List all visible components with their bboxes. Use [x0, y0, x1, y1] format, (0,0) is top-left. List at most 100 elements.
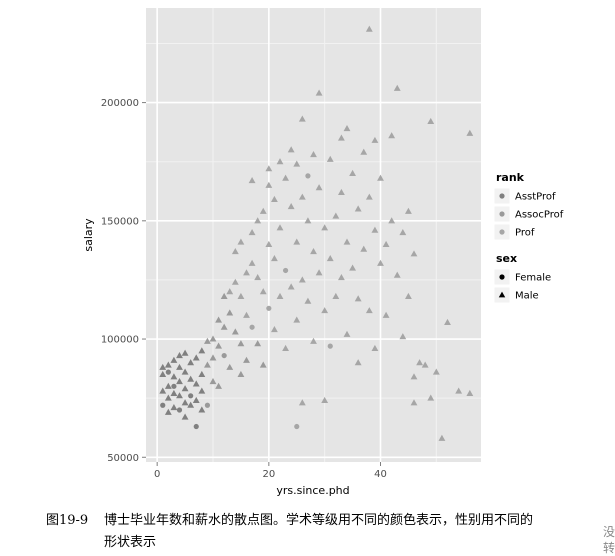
data-point — [293, 316, 301, 323]
data-point — [270, 255, 278, 262]
data-point — [287, 203, 295, 210]
caption-line-2: 形状表示 — [104, 535, 157, 550]
data-point — [237, 370, 245, 378]
data-point — [226, 363, 234, 370]
data-point — [371, 226, 379, 233]
data-point — [282, 344, 290, 352]
grid-minor — [146, 8, 481, 462]
data-point — [427, 117, 435, 125]
data-point — [193, 423, 199, 430]
data-point — [237, 340, 245, 347]
y-tick-label: 100000 — [101, 335, 139, 346]
data-point — [332, 212, 340, 219]
data-point — [215, 342, 223, 349]
data-point — [220, 292, 228, 299]
data-point — [365, 193, 373, 200]
data-point — [226, 309, 234, 316]
legend-symbol — [499, 274, 505, 280]
data-point — [315, 184, 323, 191]
x-axis-title: yrs.since.phd — [276, 484, 349, 497]
data-point — [254, 273, 262, 281]
data-point — [176, 407, 183, 413]
data-point — [270, 325, 278, 333]
data-point — [265, 181, 273, 188]
data-point — [181, 399, 189, 406]
data-point — [248, 229, 256, 236]
data-point — [160, 402, 166, 408]
data-point — [360, 245, 368, 252]
data-point — [337, 273, 345, 281]
data-point — [203, 361, 211, 368]
data-point — [354, 295, 362, 302]
data-point — [187, 375, 195, 382]
caption-line-1: 博士毕业年数和薪水的散点图。学术等级用不同的颜色表示，性别用不同的 — [104, 513, 534, 528]
data-point — [259, 361, 267, 368]
data-point — [466, 389, 474, 396]
data-point — [371, 136, 379, 143]
data-point — [204, 402, 211, 408]
legend-symbol — [499, 211, 505, 217]
data-point — [259, 207, 267, 214]
data-point — [276, 158, 284, 165]
data-point — [393, 84, 401, 91]
data-point — [293, 160, 301, 167]
data-point — [349, 264, 357, 271]
data-point — [399, 333, 407, 340]
data-point — [209, 335, 217, 342]
data-point — [159, 363, 167, 370]
data-point — [276, 224, 284, 231]
data-point — [170, 404, 178, 411]
data-point — [332, 292, 340, 299]
figure-caption: 图19-9 博士毕业年数和薪水的散点图。学术等级用不同的颜色表示，性别用不同的 形… — [46, 510, 611, 554]
data-point — [249, 324, 255, 330]
data-point — [254, 217, 262, 224]
data-point — [198, 406, 206, 413]
data-point — [287, 283, 295, 290]
data-point — [293, 238, 301, 245]
data-point — [187, 359, 195, 366]
data-point — [282, 267, 289, 274]
data-point — [466, 129, 474, 136]
data-point — [421, 361, 429, 368]
data-point — [192, 354, 200, 361]
data-point — [176, 378, 183, 385]
y-tick-label: 200000 — [101, 98, 139, 109]
data-point — [181, 349, 189, 356]
data-point — [266, 305, 272, 311]
data-point — [343, 330, 351, 337]
data-point — [294, 423, 300, 430]
data-point — [237, 238, 245, 245]
data-point — [176, 351, 183, 359]
data-point — [254, 340, 262, 347]
legend-symbol — [499, 193, 505, 199]
data-point — [298, 276, 306, 283]
data-point — [215, 316, 223, 323]
legend-title: rank — [496, 171, 525, 184]
data-point — [192, 380, 200, 387]
data-point — [393, 271, 401, 278]
side-text: 没转 — [603, 525, 615, 555]
y-tick-label: 50000 — [107, 453, 139, 464]
data-point — [337, 188, 345, 195]
data-point — [181, 368, 189, 375]
data-point — [248, 259, 256, 266]
y-axis: 50000 100000 150000 200000 — [101, 98, 146, 464]
data-point — [315, 89, 323, 96]
data-point — [349, 169, 357, 177]
data-point — [404, 292, 412, 299]
data-point — [326, 255, 334, 262]
x-tick-label: 40 — [374, 469, 387, 480]
legend-label: AssocProf — [515, 210, 564, 221]
data-point — [164, 382, 172, 389]
data-point — [388, 132, 396, 139]
data-point — [170, 356, 178, 363]
data-point — [377, 174, 384, 181]
data-point — [243, 356, 250, 363]
scatter-chart: 50000 100000 150000 200000 0 20 40 yrs.since.… — [82, 8, 564, 497]
data-point — [354, 359, 362, 366]
data-point — [310, 337, 317, 344]
data-point — [270, 195, 278, 203]
data-point — [337, 134, 345, 141]
data-point — [310, 247, 317, 255]
figure-number: 图19-9 — [46, 513, 89, 528]
